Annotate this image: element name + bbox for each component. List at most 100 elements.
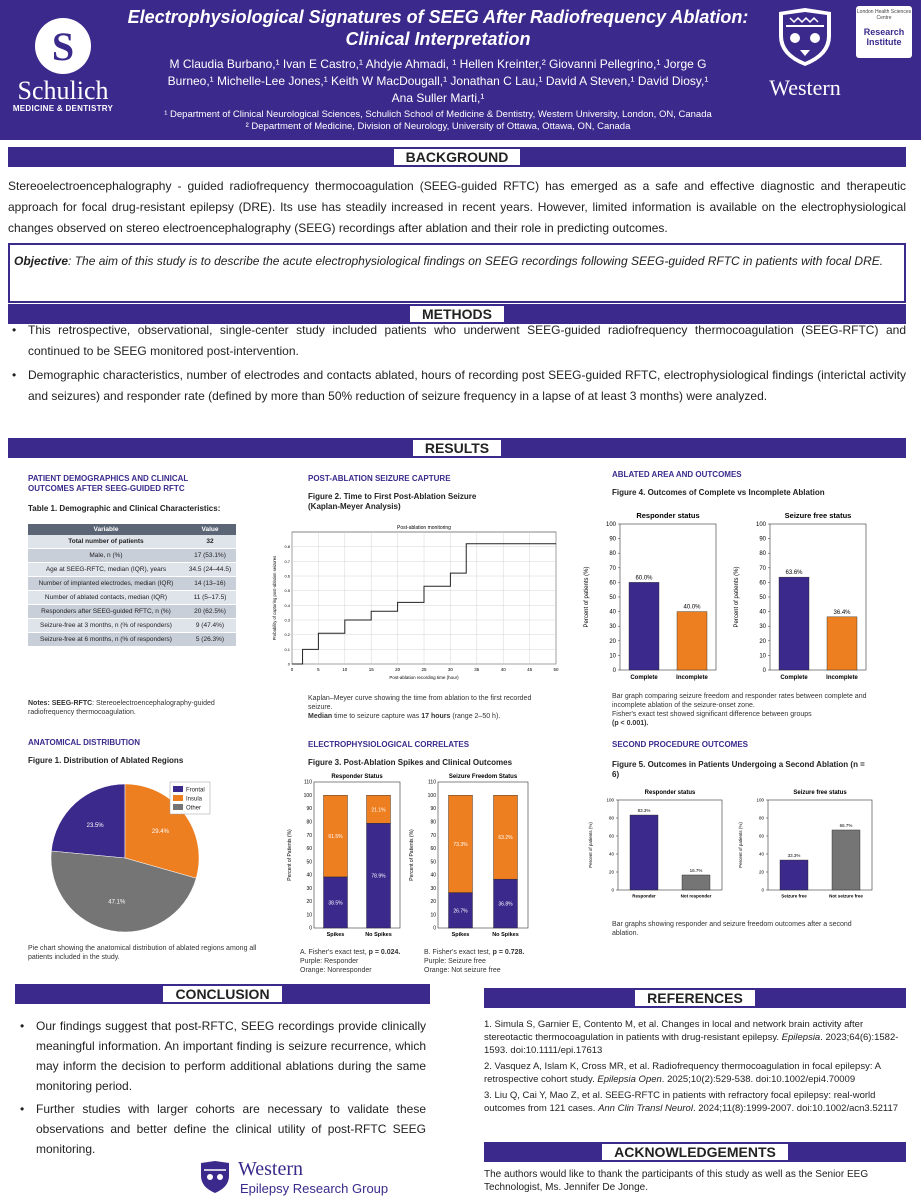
y-tick-label: 60 — [609, 834, 615, 839]
table-row: Seizure-free at 6 months, n (% of respon… — [28, 632, 236, 647]
table-row: Number of implanted electrodes, median (… — [28, 576, 236, 591]
y-tick-label: 30 — [306, 886, 312, 892]
fig5-caption: Bar graphs showing responder and seizure… — [612, 921, 852, 937]
acknowledgements-text: The authors would like to thank the part… — [484, 1169, 869, 1193]
y-tick-label: 10 — [306, 912, 312, 918]
y-tick-label: 20 — [306, 899, 312, 905]
chart-title: Responder status — [636, 511, 699, 520]
second-title: SECOND PROCEDURE OUTCOMES — [612, 740, 749, 749]
legend-swatch — [173, 786, 183, 792]
y-tick-label: 0 — [433, 926, 436, 932]
y-tick-label: 100 — [606, 798, 614, 803]
fig4b-chart: Seizure free status 0 10 20 30 40 50 60 70 80 90 10… — [734, 511, 867, 681]
y-tick-label: 80 — [609, 816, 615, 821]
table-note: Notes: SEEG-RFTC: Stereoelectroencephalo… — [28, 700, 215, 716]
x-axis-label: Post-ablation recording time (hour) — [389, 675, 459, 680]
methods-bullet: This retrospective, observational, singl… — [8, 320, 906, 362]
y-tick-label: 80 — [759, 816, 765, 821]
y-tick-label: 10 — [609, 653, 616, 659]
y-tick-label: 60 — [306, 846, 312, 852]
bar-label: 38.5% — [328, 900, 343, 906]
objective-box: Objective: The aim of this study is to d… — [8, 243, 906, 303]
title-block: Electrophysiological Signatures of SEEG … — [118, 6, 758, 133]
y-axis-label: Percent of patients (%) — [584, 566, 590, 627]
demographics-table: Variable Value Total number of patients 3… — [28, 524, 236, 647]
bar — [778, 576, 810, 671]
demographics-title: PATIENT DEMOGRAPHICS AND CLINICAL OUTCOM… — [28, 474, 189, 493]
x-tick-label: Not seizure free — [829, 894, 863, 899]
bar-label: 60.0% — [635, 575, 653, 581]
y-tick-label: 40 — [759, 610, 766, 616]
x-tick-label: Incomplete — [826, 675, 858, 681]
fig5a-chart: Responder status 0 20 40 60 80 100 83.3% Respond… — [588, 790, 723, 899]
y-axis-label: Percent of patients (%) — [738, 822, 743, 868]
western-shield-icon — [779, 8, 831, 66]
bar-label: 61.5% — [328, 834, 343, 840]
fig4-caption: Bar graph comparing seizure freedom and … — [612, 693, 867, 727]
plot-frame — [437, 781, 529, 929]
conclusion-bullet: Further studies with larger cohorts are … — [16, 1099, 426, 1159]
x-tick-label: 45 — [527, 667, 533, 672]
objective-text: : The aim of this study is to describe t… — [68, 254, 884, 268]
wep-shield-icon — [201, 1161, 229, 1193]
bar-label: 36.4% — [833, 610, 851, 616]
x-tick-label: 15 — [369, 667, 375, 672]
bar-label: 21.1% — [371, 807, 386, 813]
pie-label: 47.1% — [108, 900, 126, 906]
bar-label: 26.7% — [453, 908, 468, 914]
methods-bullet: Demographic characteristics, number of e… — [8, 365, 906, 407]
x-tick-label: Spikes — [452, 932, 470, 938]
y-tick-label: 50 — [759, 595, 766, 601]
x-tick-label: 5 — [317, 667, 320, 672]
bar-label: 78.9% — [371, 874, 386, 880]
y-tick-label: 40 — [609, 852, 615, 857]
background-text: Stereoelectroencephalography - guided ra… — [8, 179, 906, 235]
legend-label: Other — [186, 806, 201, 812]
x-tick-label: 0 — [291, 667, 294, 672]
references-heading: REFERENCES — [484, 988, 906, 1008]
poster-title: Electrophysiological Signatures of SEEG … — [127, 7, 749, 49]
table-row: Total number of patients 32 — [28, 535, 236, 549]
y-axis-label: Percent of Patients (%) — [409, 829, 415, 881]
conclusion-bullet: Our findings suggest that post-RFTC, SEE… — [16, 1016, 426, 1096]
fig4-title: Figure 4. Outcomes of Complete vs Incomp… — [612, 488, 825, 497]
conclusion-heading: CONCLUSION — [15, 984, 430, 1004]
y-tick-label: 110 — [304, 780, 312, 786]
x-tick-label: 10 — [342, 667, 348, 672]
y-tick-label: 60 — [609, 580, 616, 586]
x-tick-label: No Spikes — [365, 932, 392, 938]
pie-label: 23.5% — [87, 823, 105, 829]
y-tick-label: 100 — [606, 522, 617, 528]
x-tick-label: Incomplete — [676, 675, 708, 681]
chart-title: Post-ablation monitoring — [397, 525, 451, 531]
bar-label: 36.8% — [498, 902, 513, 908]
y-tick-label: 80 — [306, 819, 312, 825]
y-tick-label: 20 — [609, 639, 616, 645]
table-row: Seizure-free at 3 months, n (% of respon… — [28, 618, 236, 633]
y-tick-label: 40 — [306, 873, 312, 879]
legend-label: Frontal — [186, 788, 205, 794]
fig4a-chart: Responder status 0 10 20 30 40 50 60 70 80 90 100 60… — [584, 511, 717, 681]
table-row: Number of ablated contacts, median (IQR)… — [28, 590, 236, 605]
chart-title: Seizure free status — [785, 511, 852, 520]
y-tick-label: 40 — [609, 610, 616, 616]
y-tick-label: 60 — [759, 580, 766, 586]
pie-slice — [50, 850, 197, 933]
y-tick-label: 40 — [430, 873, 436, 879]
chart-title: Seizure Freedom Status — [449, 774, 518, 780]
stacked-bar-segment — [493, 878, 518, 929]
fig5-title: Figure 5. Outcomes in Patients Undergoin… — [612, 760, 865, 779]
y-tick-label: 0.1 — [284, 647, 290, 652]
pie-slice — [51, 783, 126, 859]
y-tick-label: 20 — [609, 870, 615, 875]
y-tick-label: 0.6 — [284, 574, 290, 579]
bar-label: 83.3% — [638, 808, 651, 813]
western-logo: Western — [760, 6, 850, 101]
fig2-caption: Kaplan–Meyer curve showing the time from… — [308, 695, 532, 720]
poster-header: S Schulich MEDICINE & DENTISTRY Electrop… — [0, 0, 921, 140]
fig5b-chart: Seizure free status 0 20 40 60 80 100 33.3% Seiz… — [738, 790, 873, 899]
y-tick-label: 100 — [756, 522, 767, 528]
affiliations: ¹ Department of Clinical Neurological Sc… — [164, 109, 712, 132]
y-tick-label: 0 — [761, 888, 764, 893]
x-tick-label: 50 — [553, 667, 559, 672]
